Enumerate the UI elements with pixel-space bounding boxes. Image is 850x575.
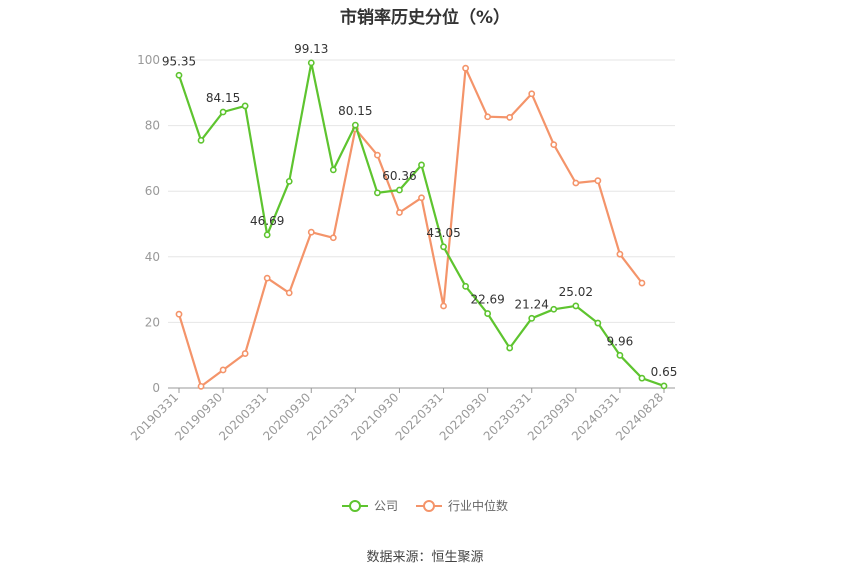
data-label: 60.36 [382,169,416,183]
legend-swatch-company [341,499,368,513]
axis-layer: 0204060801002019033120190930202003312020… [128,53,675,443]
data-label: 99.13 [294,42,328,56]
data-label: 80.15 [338,104,372,118]
data-point [418,194,425,202]
data-point [638,279,646,287]
legend-item-company[interactable]: 公司 [341,497,398,514]
data-point [506,344,514,352]
x-tick-label: 20240828 [613,390,666,443]
data-point [528,90,536,98]
data-point [550,305,558,313]
data-label: 95.35 [162,54,196,68]
data-point [572,179,580,187]
data-point [418,161,425,169]
data-point [594,177,602,185]
data-point [307,228,315,236]
data-label: 0.65 [651,365,678,379]
data-point [285,177,293,185]
data-point [506,114,514,121]
y-tick-label: 100 [137,53,160,67]
data-point [263,231,271,239]
data-point [263,274,271,282]
data-label-layer: 95.35 84.15 46.69 99.13 80.15 60.36 43.05 22.69… [162,42,678,379]
data-label: 21.24 [515,297,549,311]
data-point [307,59,315,67]
data-label: 9.96 [607,334,634,348]
data-label: 84.15 [206,91,240,105]
source-note: 数据来源：恒生聚源 [366,550,484,565]
data-label: 22.69 [470,293,504,307]
legend-label-company: 公司 [373,499,398,513]
legend-label-industry-median: 行业中位数 [448,499,509,513]
data-point [197,382,205,390]
y-tick-label: 60 [145,184,160,198]
series-layer [175,59,668,390]
chart-title: 市销率历史分位（%） [339,8,511,28]
y-tick-label: 80 [145,119,160,133]
data-point [396,209,403,216]
data-point [462,282,469,290]
legend-item-industry-median[interactable]: 行业中位数 [416,497,508,514]
data-point [197,136,205,144]
data-point [241,102,249,110]
grid-layer [168,59,675,323]
legend-swatch-industry-median [416,499,442,513]
data-label: 43.05 [426,226,460,240]
data-point [219,366,227,374]
y-tick-label: 20 [145,315,160,329]
data-point [241,350,249,357]
data-point [594,319,602,327]
data-point [351,121,359,129]
data-point [550,141,558,149]
data-point [484,310,492,317]
data-point [219,108,227,116]
data-point [440,302,447,310]
data-label: 25.02 [559,285,593,299]
data-point [616,351,624,359]
data-point [660,382,668,390]
data-point [638,374,646,382]
y-tick-label: 40 [145,250,160,264]
data-point [484,113,492,121]
data-point [528,314,536,322]
data-point [329,234,337,242]
data-point [175,310,183,318]
data-point [440,243,447,251]
data-point [572,302,580,310]
series-line-1 [177,67,643,388]
data-point [285,289,293,297]
data-point [374,151,381,159]
data-point [616,250,624,258]
data-point [329,166,337,174]
data-point [175,71,183,79]
y-tick-label: 0 [152,381,160,395]
legend: 公司 行业中位数 [0,497,850,514]
data-label: 46.69 [250,214,284,228]
data-point [396,186,403,194]
data-point [462,64,469,72]
data-point [374,189,381,197]
